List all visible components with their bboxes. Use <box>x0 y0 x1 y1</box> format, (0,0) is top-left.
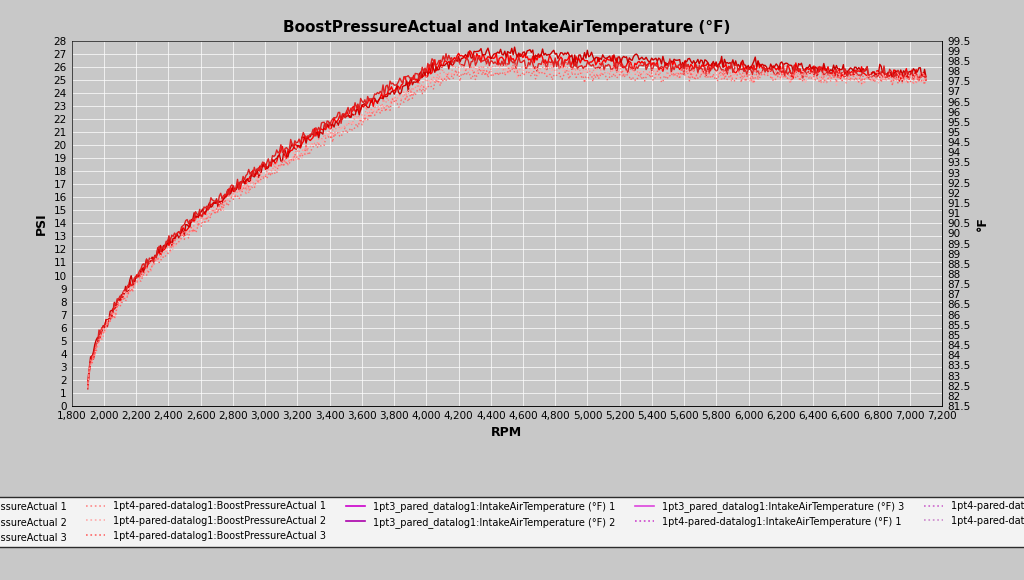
Y-axis label: °F: °F <box>976 216 989 231</box>
X-axis label: RPM: RPM <box>492 426 522 440</box>
Title: BoostPressureActual and IntakeAirTemperature (°F): BoostPressureActual and IntakeAirTempera… <box>284 20 730 35</box>
Y-axis label: PSI: PSI <box>35 212 48 235</box>
Legend: 1pt3_pared_datalog1:BoostPressureActual 1, 1pt3_pared_datalog1:BoostPressureActu: 1pt3_pared_datalog1:BoostPressureActual … <box>0 497 1024 548</box>
